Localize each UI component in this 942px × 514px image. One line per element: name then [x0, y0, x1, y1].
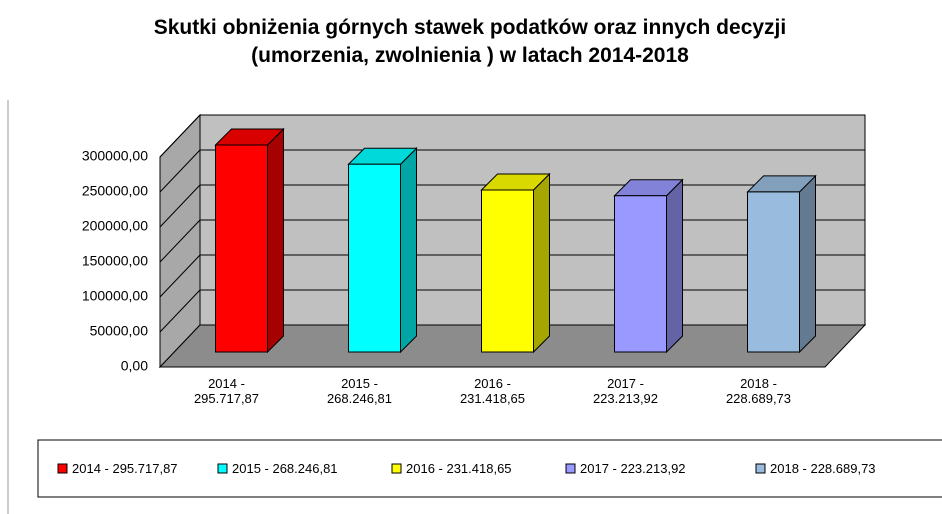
legend-label: 2015 - 268.246,81	[232, 461, 338, 476]
legend-label: 2017 - 223.213,92	[580, 461, 686, 476]
bar	[215, 144, 268, 353]
grid-line	[159, 114, 201, 158]
y-tick-label: 150000,00	[82, 253, 148, 269]
grid-line	[159, 219, 201, 263]
y-tick-label: 0,00	[121, 358, 148, 374]
bar	[614, 195, 667, 353]
y-tick-label: 250000,00	[82, 183, 148, 199]
y-tick-label: 50000,00	[90, 323, 149, 339]
grid-line	[159, 184, 201, 228]
x-tick-label: 2018 - 228.689,73	[725, 376, 792, 406]
grid-line	[159, 289, 201, 333]
y-tick-label: 100000,00	[82, 288, 148, 304]
bar	[348, 163, 401, 353]
legend-swatch	[391, 463, 402, 474]
y-tick-label: 200000,00	[82, 218, 148, 234]
bar-side	[799, 174, 816, 354]
grid-line	[159, 149, 201, 193]
legend-swatch	[755, 463, 766, 474]
grid-line	[159, 254, 201, 298]
chart-title: Skutki obniżenia górnych stawek podatków…	[153, 16, 787, 67]
bar-side	[533, 172, 550, 354]
x-tick-label: 2016 - 231.418,65	[459, 376, 526, 406]
bar	[747, 191, 800, 353]
bar-side	[267, 127, 284, 354]
legend-label: 2014 - 295.717,87	[72, 461, 178, 476]
x-tick-label: 2017 - 223.213,92	[592, 376, 659, 406]
legend-swatch	[217, 463, 228, 474]
x-tick-label: 2014 - 295.717,87	[193, 376, 260, 406]
x-tick-label: 2015 - 268.246,81	[326, 376, 393, 406]
bar-side	[666, 178, 683, 354]
legend-label: 2018 - 228.689,73	[770, 461, 876, 476]
legend-swatch	[565, 463, 576, 474]
bar-side	[400, 147, 417, 354]
legend-swatch	[57, 463, 68, 474]
legend-box	[37, 439, 942, 498]
y-tick-label: 300000,00	[82, 148, 148, 164]
bar	[481, 189, 534, 353]
legend-label: 2016 - 231.418,65	[406, 461, 512, 476]
